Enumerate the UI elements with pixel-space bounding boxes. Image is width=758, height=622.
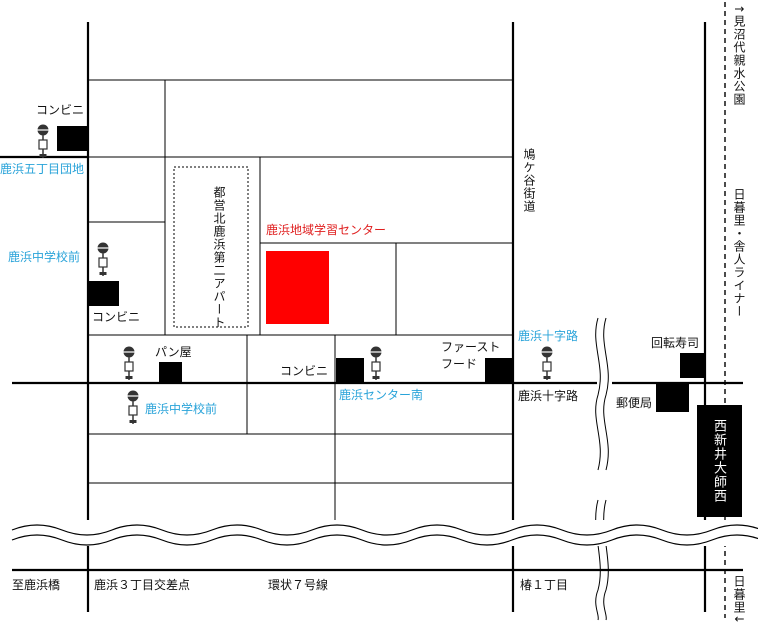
konbini-marker-2 xyxy=(88,281,119,306)
post-office-label: 郵便局 xyxy=(616,396,653,410)
bus-stop-icon xyxy=(37,124,49,158)
intersection-shikahama-juji: 鹿浜十字路 xyxy=(518,389,579,403)
station-label: 西新井大師西 xyxy=(711,419,726,503)
facility-marker xyxy=(266,251,329,324)
konbini-label-3: コンビニ xyxy=(280,364,329,378)
bus-stop-juji-label: 鹿浜十字路 xyxy=(518,329,579,343)
bus-stop-icon xyxy=(541,346,553,380)
bus-stop-icon xyxy=(123,346,135,380)
fast-food-marker xyxy=(485,358,513,382)
line-name-label: 日暮里・舎人ライナー xyxy=(732,188,746,318)
bus-stop-icon xyxy=(97,242,109,276)
apartment-label: 都営北鹿浜第二アパート xyxy=(212,186,226,329)
bus-stop-chugakko-north-label: 鹿浜中学校前 xyxy=(8,250,81,264)
intersection-shikahama3: 鹿浜３丁目交差点 xyxy=(94,578,191,592)
bus-stop-center-minami-label: 鹿浜センター南 xyxy=(339,388,424,402)
bus-stop-gochome-label: 鹿浜五丁目団地 xyxy=(0,162,85,176)
fast-food-label: ファースト フード xyxy=(441,340,501,371)
direction-nippori: 日暮里↓ xyxy=(732,575,746,622)
bus-stop-icon xyxy=(370,346,382,380)
konbini-marker-1 xyxy=(57,126,87,151)
road-kanjo7-label: 環状７号線 xyxy=(268,578,329,592)
direction-shikahamabashi: 至鹿浜橋 xyxy=(12,578,61,592)
konbini-marker-3 xyxy=(336,358,364,382)
bus-stop-chugakko-south-label: 鹿浜中学校前 xyxy=(145,402,218,416)
intersection-tsubaki1: 椿１丁目 xyxy=(520,578,569,592)
bakery-marker xyxy=(159,362,182,382)
konbini-label-2: コンビニ xyxy=(92,310,141,324)
post-office-marker xyxy=(656,384,689,412)
bus-stop-icon xyxy=(127,390,139,424)
sushi-label: 回転寿司 xyxy=(651,336,700,350)
station-marker: 西新井大師西 xyxy=(697,405,742,517)
sushi-marker xyxy=(680,353,705,378)
konbini-label-1: コンビニ xyxy=(36,103,85,117)
facility-label: 鹿浜地域学習センター xyxy=(266,223,387,237)
road-kamogaya-label: 鳩ケ谷街道 xyxy=(522,148,536,213)
direction-minumadai: ↑見沼代親水公園 xyxy=(732,4,746,107)
apartment-outline xyxy=(173,166,249,328)
bakery-label: パン屋 xyxy=(155,345,192,359)
